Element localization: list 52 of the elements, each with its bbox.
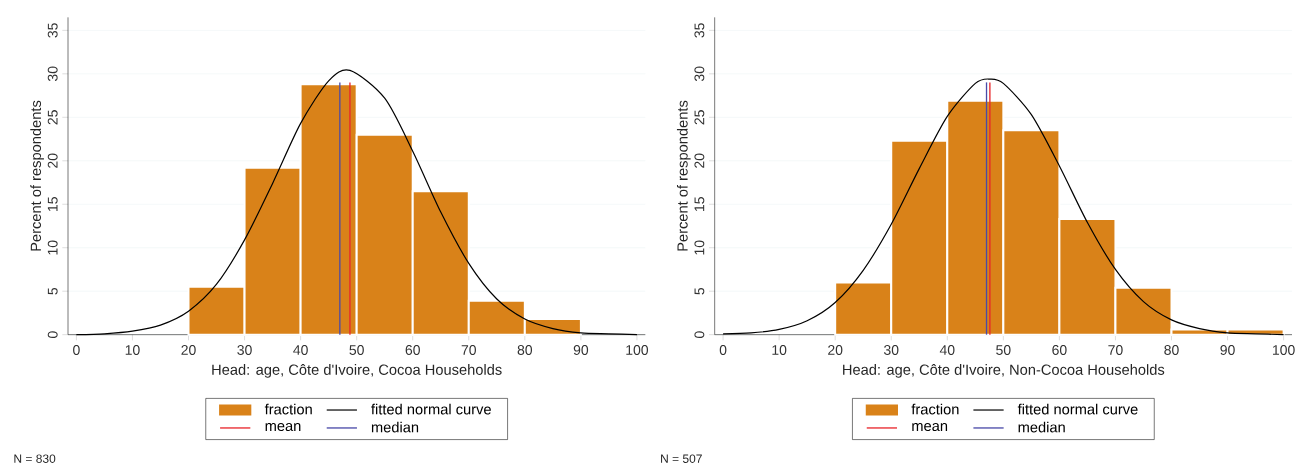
y-tick-label: 10 bbox=[47, 240, 58, 255]
x-tick-label: 80 bbox=[1164, 345, 1179, 355]
legend-label: fraction bbox=[264, 403, 312, 415]
y-tick-label: 20 bbox=[694, 153, 705, 168]
y-tick-label: 35 bbox=[47, 23, 58, 38]
y-tick-label: 5 bbox=[47, 287, 58, 295]
x-tick-label: 10 bbox=[772, 345, 787, 355]
x-tick-label: 40 bbox=[293, 345, 308, 355]
y-tick-label: 15 bbox=[694, 197, 705, 211]
legend-label: fraction bbox=[911, 403, 959, 415]
x-tick-label: 50 bbox=[349, 345, 364, 355]
y-axis-title: Percent of respondents bbox=[30, 100, 44, 251]
legend-label: mean bbox=[912, 423, 948, 432]
x-tick-label: 50 bbox=[996, 345, 1011, 355]
x-tick-label: 0 bbox=[73, 345, 80, 355]
y-tick-label: 25 bbox=[694, 110, 705, 125]
legend-label: fitted normal curve bbox=[1017, 403, 1138, 415]
y-tick-label: 5 bbox=[694, 287, 705, 295]
x-tick-label: 60 bbox=[405, 345, 420, 355]
y-tick-label: 0 bbox=[47, 331, 58, 339]
y-tick-label: 15 bbox=[47, 197, 58, 211]
x-tick-label: 30 bbox=[884, 345, 899, 355]
y-tick-label: 25 bbox=[47, 110, 58, 125]
legend-label: fitted normal curve bbox=[371, 403, 491, 415]
x-tick-label: 10 bbox=[125, 345, 140, 355]
text: N = 507 bbox=[661, 454, 702, 463]
x-tick-label: 60 bbox=[1052, 345, 1067, 355]
text: N = 830 bbox=[14, 454, 56, 463]
x-tick-label: 100 bbox=[626, 345, 649, 355]
x-tick-label: 40 bbox=[939, 345, 955, 355]
legend-label: mean bbox=[265, 423, 301, 432]
x-tick-label: 30 bbox=[237, 345, 252, 355]
x-tick-label: 0 bbox=[719, 345, 727, 355]
x-tick-label: 90 bbox=[573, 345, 589, 355]
y-tick-label: 10 bbox=[694, 240, 705, 255]
y-tick-label: 0 bbox=[694, 331, 705, 339]
x-axis-title: Head: age, Côte d'Ivoire, Non-Cocoa Households bbox=[843, 364, 1165, 378]
x-tick-label: 20 bbox=[181, 345, 196, 355]
x-tick-label: 70 bbox=[1108, 345, 1123, 355]
y-tick-label: 35 bbox=[694, 23, 705, 38]
y-tick-label: 20 bbox=[47, 153, 58, 168]
y-tick-label: 30 bbox=[47, 66, 58, 82]
x-tick-label: 90 bbox=[1220, 345, 1235, 355]
x-axis-title: Head: age, Côte d'Ivoire, Cocoa Households bbox=[212, 364, 502, 378]
x-tick-label: 20 bbox=[828, 345, 843, 355]
legend-label: median bbox=[371, 421, 419, 433]
y-tick-label: 30 bbox=[694, 66, 705, 82]
x-tick-label: 80 bbox=[517, 345, 533, 355]
x-tick-label: 70 bbox=[461, 345, 476, 355]
x-tick-label: 100 bbox=[1272, 345, 1295, 355]
legend-label: median bbox=[1018, 421, 1065, 433]
y-axis-title: Percent of respondents bbox=[676, 100, 691, 251]
